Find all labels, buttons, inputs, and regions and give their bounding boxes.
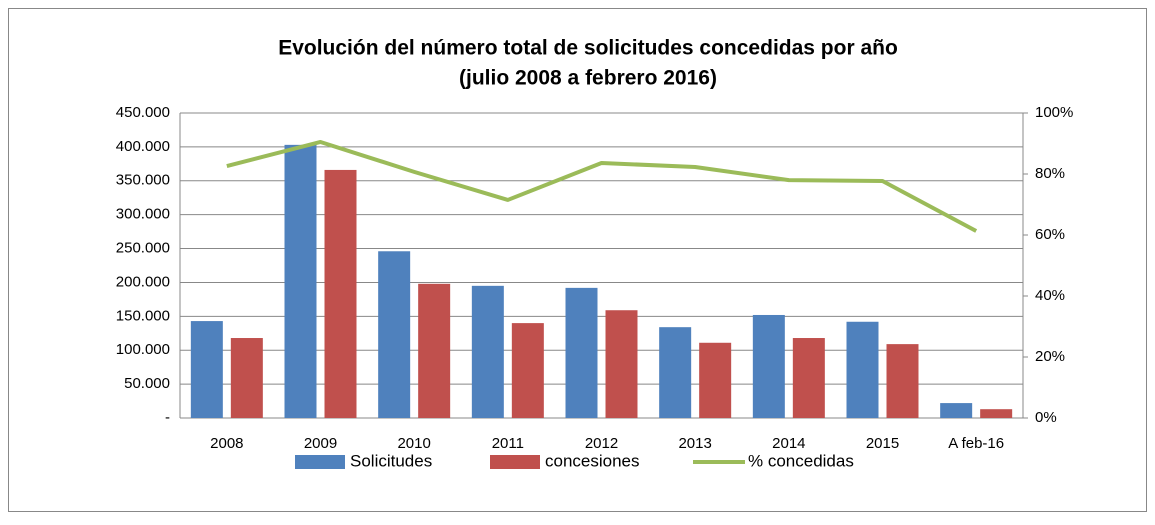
x-tick-label: 2008 [210,435,243,452]
y2-tick-label: 80% [1035,165,1065,182]
legend-swatch [295,455,345,469]
x-tick-label: 2015 [866,435,899,452]
bar [940,403,973,418]
y2-tick-label: 20% [1035,348,1065,365]
bar [659,327,692,418]
bar [324,169,357,418]
y-tick-label: 400.000 [116,138,170,155]
bar [886,344,919,418]
y-tick-label: 200.000 [116,273,170,290]
y2-tick-label: 0% [1035,409,1057,426]
y2-tick-label: 100% [1035,104,1073,121]
bar [792,338,825,418]
x-tick-label: 2014 [772,435,805,452]
bar [752,314,785,418]
bar [605,310,638,418]
bar [511,323,544,418]
y-tick-label: 300.000 [116,206,170,223]
legend-label: % concedidas [748,451,854,470]
bar [378,251,411,418]
chart-title: Evolución del número total de solicitude… [278,37,898,60]
bar [418,283,451,418]
y-tick-label: 100.000 [116,341,170,358]
bar [980,409,1013,418]
bar [284,144,317,418]
legend-label: Solicitudes [350,451,432,470]
bar [699,342,732,418]
line [226,139,978,233]
y2-tick-label: 40% [1035,287,1065,304]
x-tick-label: 2013 [678,435,711,452]
bar [230,338,263,418]
x-tick-label: 2009 [304,435,337,452]
x-tick-label: 2012 [585,435,618,452]
x-tick-label: 2010 [397,435,430,452]
y-tick-label: 350.000 [116,172,170,189]
legend-swatch [490,455,540,469]
y-tick-label: - [165,409,170,426]
bar [190,321,223,418]
chart-subtitle: (julio 2008 a febrero 2016) [459,67,717,90]
bar [471,285,504,418]
x-tick-label: A feb-16 [948,435,1004,452]
chart-frame [8,8,1147,512]
y-tick-label: 250.000 [116,240,170,257]
legend-label: concesiones [545,451,640,470]
x-tick-label: 2011 [492,435,524,452]
bar [565,287,598,418]
bar [846,321,879,418]
y2-tick-label: 60% [1035,226,1065,243]
y-tick-label: 50.000 [124,375,170,392]
y-tick-label: 450.000 [116,104,170,121]
y-tick-label: 150.000 [116,307,170,324]
